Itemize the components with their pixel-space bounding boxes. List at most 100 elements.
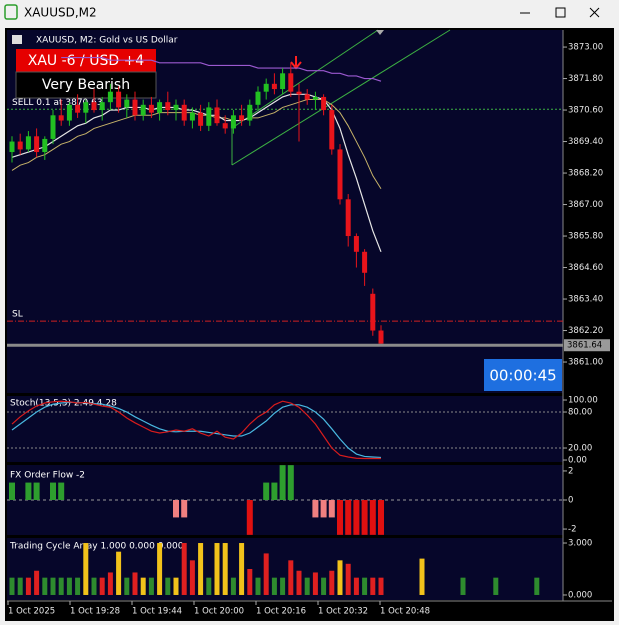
candle-body bbox=[345, 199, 351, 237]
candle-body bbox=[263, 83, 269, 92]
sentiment-box bbox=[15, 71, 157, 99]
candle-body bbox=[312, 96, 318, 100]
cycle-bar bbox=[239, 543, 245, 595]
currency-badge: XAU -6 / USD +4 bbox=[28, 53, 145, 69]
ma-long bbox=[61, 56, 382, 82]
cycle-bar bbox=[181, 543, 187, 595]
cycle-bar bbox=[255, 577, 261, 595]
flow-bar bbox=[320, 500, 327, 518]
ma-slow bbox=[11, 99, 382, 190]
candle-body bbox=[83, 102, 89, 113]
channel-anchor bbox=[376, 30, 384, 35]
cycle-bar bbox=[83, 543, 89, 595]
candle-body bbox=[280, 73, 286, 90]
cycle-bar bbox=[370, 577, 376, 595]
cycle-bar bbox=[189, 560, 195, 595]
cycle-bar bbox=[214, 543, 220, 595]
candle-body bbox=[91, 102, 97, 111]
flow-bar bbox=[337, 500, 343, 535]
y-tick-label: 3873.00 bbox=[568, 43, 603, 53]
cycle-bar bbox=[198, 543, 204, 595]
cycle-bar bbox=[173, 577, 179, 595]
trend-channel bbox=[231, 29, 451, 166]
y-tick-label: 3.000 bbox=[568, 539, 592, 549]
candle-body bbox=[353, 236, 359, 252]
cycle-bar bbox=[288, 560, 294, 595]
cycle-bar bbox=[263, 553, 269, 595]
candle-body bbox=[230, 115, 236, 129]
cycle-bar bbox=[124, 577, 130, 595]
cycle-bar bbox=[9, 577, 15, 595]
cycle-bar bbox=[230, 577, 236, 595]
flow-bar bbox=[353, 500, 360, 535]
candle-body bbox=[214, 107, 220, 124]
y-tick-label: 3871.80 bbox=[568, 74, 603, 84]
candle-body bbox=[25, 136, 31, 150]
flow-bar bbox=[58, 482, 65, 500]
cycle-bar bbox=[337, 560, 343, 595]
flow-bar bbox=[9, 482, 15, 500]
flow-bar bbox=[50, 482, 56, 500]
cycle-bar bbox=[247, 569, 253, 595]
sl-label: SL bbox=[12, 310, 23, 320]
cycle-bar bbox=[140, 577, 146, 595]
candle-body bbox=[255, 91, 261, 105]
maximize-button[interactable] bbox=[555, 7, 566, 18]
candle-body bbox=[66, 104, 72, 121]
ma-fast bbox=[11, 93, 382, 253]
y-tick-label: 3870.60 bbox=[568, 106, 603, 116]
y-tick-label: 80.00 bbox=[568, 408, 592, 418]
cycle-bar bbox=[329, 570, 335, 595]
flow-bar bbox=[345, 500, 352, 535]
cycle-bar bbox=[362, 577, 368, 595]
cycle-bar bbox=[148, 577, 154, 595]
flow-bar bbox=[173, 500, 179, 518]
close-button[interactable] bbox=[589, 7, 600, 18]
candle-body bbox=[189, 112, 195, 121]
cycle-bar bbox=[280, 577, 286, 595]
x-tick-label: 1 Oct 19:28 bbox=[70, 607, 120, 617]
candle-body bbox=[206, 107, 212, 126]
last-price-label: 3861.64 bbox=[567, 341, 602, 351]
y-tick-label: 0.00 bbox=[568, 456, 587, 466]
y-tick-label: 3865.80 bbox=[568, 232, 603, 242]
chart-header: XAUUSD, M2: Gold vs US Dollar bbox=[36, 36, 178, 46]
candle-body bbox=[321, 96, 327, 111]
timer-box bbox=[484, 359, 562, 391]
flow-bar bbox=[25, 482, 32, 500]
flow-bar bbox=[279, 465, 286, 500]
cycle-bar bbox=[42, 577, 48, 595]
last-price-box bbox=[564, 339, 610, 352]
x-tick-label: 1 Oct 20:32 bbox=[318, 607, 368, 617]
candle-body bbox=[116, 91, 122, 108]
candle-body bbox=[362, 251, 368, 273]
candle-body bbox=[288, 73, 294, 92]
candle-body bbox=[378, 330, 384, 344]
x-tick-label: 1 Oct 20:16 bbox=[256, 607, 306, 617]
y-tick-label: 20.00 bbox=[568, 444, 592, 454]
candle-body bbox=[50, 115, 56, 139]
cycle-bar bbox=[165, 577, 171, 595]
sentiment-label: Very Bearish bbox=[42, 77, 130, 93]
symbol-icon bbox=[12, 35, 22, 44]
cycle-bar bbox=[91, 577, 97, 595]
stoch-main bbox=[11, 400, 382, 460]
window-icon bbox=[4, 4, 18, 20]
candle-body bbox=[181, 104, 187, 121]
candle-body bbox=[34, 136, 40, 153]
cycle-bar bbox=[206, 577, 212, 595]
y-tick-label: 100.00 bbox=[568, 396, 598, 406]
y-tick-label: 3863.40 bbox=[568, 295, 603, 305]
flow-bar bbox=[181, 500, 188, 518]
cycle-bar bbox=[312, 572, 318, 595]
candle-body bbox=[222, 123, 228, 129]
cycle-bar bbox=[99, 577, 105, 595]
cycle-bar bbox=[419, 558, 425, 595]
candle-body bbox=[75, 104, 81, 113]
bar-timer: 00:00:45 bbox=[489, 367, 556, 385]
candle-body bbox=[42, 138, 48, 153]
y-tick-label: 0.000 bbox=[568, 590, 592, 600]
cycle-bar bbox=[132, 572, 138, 595]
flow-bar bbox=[312, 500, 319, 518]
